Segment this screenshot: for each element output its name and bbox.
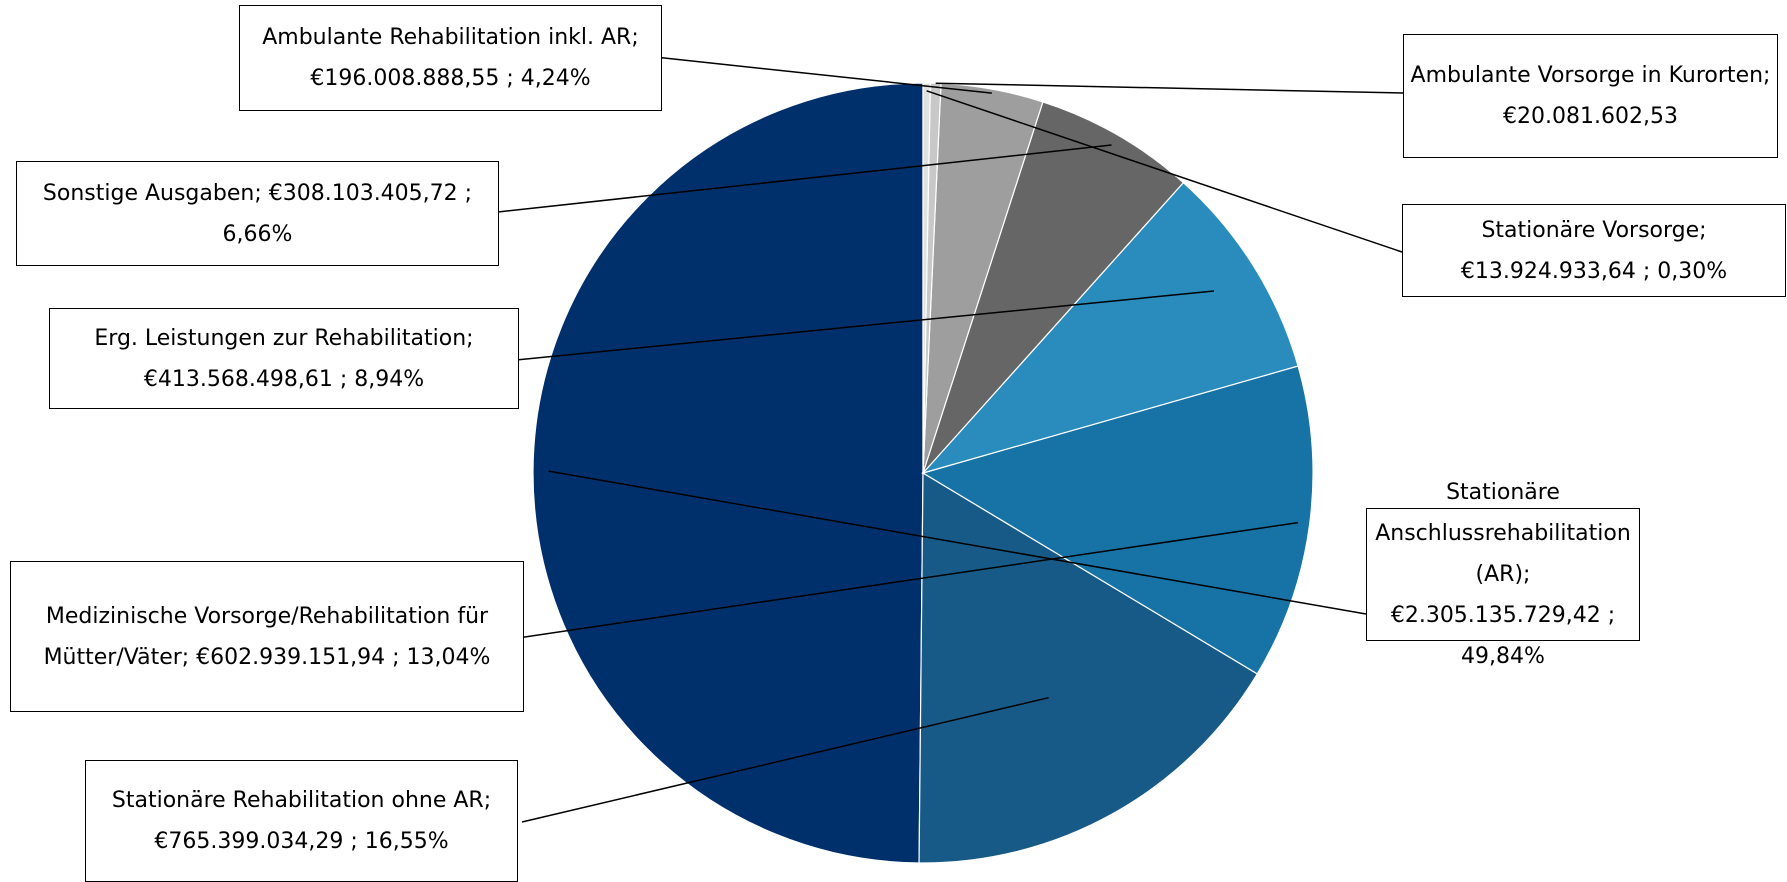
leader-line-1 — [521, 696, 1049, 823]
label-sonstige-ausgaben: Sonstige Ausgaben; €308.103.405,72 ; 6,6… — [16, 161, 499, 266]
label-stationaere-rehabilitation-ohne-ar: Stationäre Rehabilitation ohne AR; €765.… — [85, 760, 518, 882]
label-stationaere-vorsorge: Stationäre Vorsorge; €13.924.933,64 ; 0,… — [1402, 204, 1786, 297]
leader-line-3 — [515, 290, 1215, 361]
leader-line-4 — [497, 144, 1112, 213]
label-medizinische-vorsorge-rehabilitation: Medizinische Vorsorge/Rehabilitation für… — [10, 561, 524, 712]
label-text: Sonstige Ausgaben; €308.103.405,72 ; 6,6… — [42, 180, 480, 247]
leader-lines — [497, 56, 1404, 823]
label-erg-leistungen-rehabilitation: Erg. Leistungen zur Rehabilitation; €413… — [49, 308, 519, 409]
pie-slice-2 — [921, 365, 1314, 675]
leader-line-6 — [935, 82, 1404, 94]
pie-slice-3 — [921, 181, 1299, 475]
label-text: Stationäre Anschlussrehabilitation (AR);… — [1375, 480, 1638, 669]
label-text: Medizinische Vorsorge/Rehabilitation für… — [43, 603, 496, 670]
pie-slices — [532, 82, 1314, 864]
label-text: Stationäre Rehabilitation ohne AR; €765.… — [111, 788, 499, 854]
label-text: Ambulante Rehabilitation inkl. AR; €196.… — [262, 25, 646, 91]
label-text: Stationäre Vorsorge; €13.924.933,64 ; 0,… — [1460, 217, 1728, 284]
leader-line-7 — [926, 90, 1403, 253]
label-text: Ambulante Vorsorge in Kurorten; €20.081.… — [1410, 63, 1778, 129]
pie-slice-1 — [918, 471, 1259, 864]
label-stationaere-anschlussrehabilitation: Stationäre Anschlussrehabilitation (AR);… — [1366, 480, 1640, 669]
pie-slice-0 — [532, 82, 924, 864]
leader-line-2 — [517, 521, 1299, 639]
label-ambulante-rehabilitation: Ambulante Rehabilitation inkl. AR; €196.… — [239, 5, 662, 111]
leader-line-5 — [654, 56, 992, 94]
leader-line-0 — [548, 470, 1367, 615]
label-text: Erg. Leistungen zur Rehabilitation; €413… — [94, 325, 481, 392]
pie-slice-4 — [922, 101, 1185, 474]
label-ambulante-vorsorge-kurorten: Ambulante Vorsorge in Kurorten; €20.081.… — [1403, 34, 1778, 158]
pie-slice-7 — [922, 82, 931, 474]
